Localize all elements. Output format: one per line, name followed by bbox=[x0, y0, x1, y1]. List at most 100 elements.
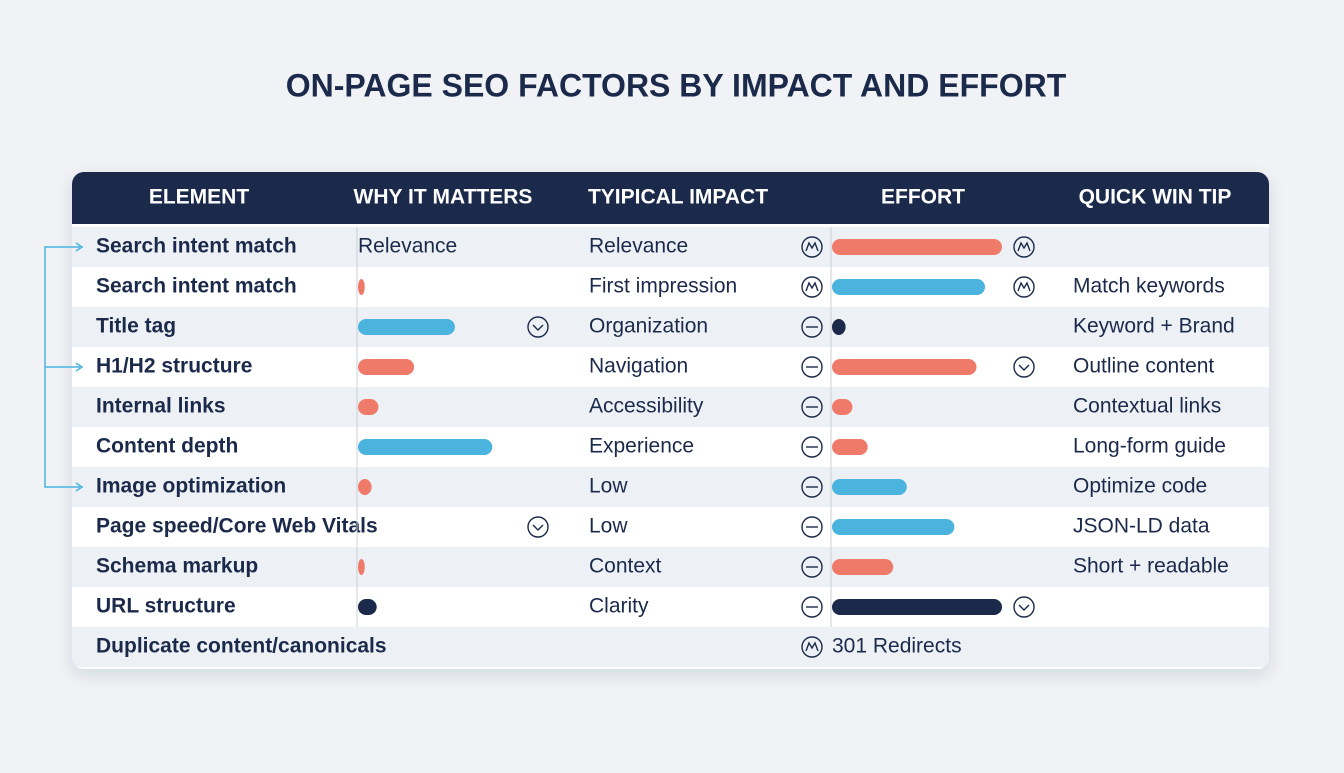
table-row bbox=[72, 387, 1269, 427]
cell: Search intent match bbox=[96, 275, 297, 298]
icon-circle bbox=[1013, 356, 1035, 378]
bar bbox=[358, 599, 377, 615]
bar bbox=[832, 479, 907, 495]
bar bbox=[832, 399, 853, 415]
icon bbox=[801, 636, 823, 658]
table-row bbox=[72, 227, 1269, 267]
icon-circle bbox=[801, 316, 823, 338]
cell: Keyword + Brand bbox=[1073, 315, 1235, 338]
cell: Low bbox=[589, 475, 628, 498]
cell: Relevance bbox=[358, 235, 457, 258]
table-row bbox=[72, 507, 1269, 547]
icon bbox=[801, 276, 823, 298]
icon-glyph bbox=[805, 281, 819, 292]
cell: Organization bbox=[589, 315, 708, 338]
icon-circle bbox=[801, 236, 823, 258]
bar bbox=[832, 559, 894, 575]
cell: Match keywords bbox=[1073, 275, 1225, 298]
table-row bbox=[72, 547, 1269, 587]
icon-glyph bbox=[1017, 281, 1031, 292]
cell: URL structure bbox=[96, 595, 236, 618]
bar bbox=[358, 279, 365, 295]
cell: Title tag bbox=[96, 315, 176, 338]
cell: Low bbox=[589, 515, 628, 538]
icon-circle bbox=[527, 316, 549, 338]
column-header: ELEMENT bbox=[149, 186, 250, 209]
icon-circle bbox=[801, 556, 823, 578]
table-row bbox=[72, 347, 1269, 387]
bar bbox=[358, 399, 379, 415]
bar bbox=[358, 319, 455, 335]
table-row bbox=[72, 267, 1269, 307]
cell: Contextual links bbox=[1073, 395, 1221, 418]
icon bbox=[1013, 356, 1035, 378]
bar bbox=[358, 479, 372, 495]
column-header: WHY IT MATTERS bbox=[354, 186, 533, 209]
bar bbox=[832, 319, 846, 335]
table-row bbox=[72, 427, 1269, 467]
cell: Duplicate content/canonicals bbox=[96, 635, 387, 658]
bar bbox=[358, 359, 415, 375]
table-row bbox=[72, 587, 1269, 627]
icon-circle bbox=[1013, 596, 1035, 618]
title: ON-PAGE SEO FACTORS BY IMPACT AND EFFORT bbox=[286, 67, 1067, 103]
table-row bbox=[72, 467, 1269, 507]
icon-glyph bbox=[1018, 604, 1030, 611]
bar bbox=[832, 239, 1002, 255]
icon bbox=[801, 436, 823, 458]
cell: 301 Redirects bbox=[832, 635, 962, 658]
cell: First impression bbox=[589, 275, 737, 298]
icon-glyph bbox=[805, 641, 819, 652]
table-row bbox=[72, 307, 1269, 347]
icon-circle bbox=[801, 436, 823, 458]
cell: Schema markup bbox=[96, 555, 258, 578]
cell: Relevance bbox=[589, 235, 688, 258]
cell: Image optimization bbox=[96, 475, 286, 498]
icon bbox=[801, 596, 823, 618]
icon bbox=[801, 516, 823, 538]
cell: Navigation bbox=[589, 355, 688, 378]
icon bbox=[801, 476, 823, 498]
cell: Clarity bbox=[589, 595, 649, 618]
icon-circle bbox=[801, 276, 823, 298]
icon-glyph bbox=[1017, 241, 1031, 252]
icon-circle bbox=[1013, 236, 1035, 258]
cell: Experience bbox=[589, 435, 694, 458]
icon-circle bbox=[801, 396, 823, 418]
icon bbox=[801, 396, 823, 418]
cell: Internal links bbox=[96, 395, 226, 418]
cell: Long-form guide bbox=[1073, 435, 1226, 458]
icon-circle bbox=[801, 476, 823, 498]
cell: Optimize code bbox=[1073, 475, 1207, 498]
connector bbox=[44, 242, 84, 492]
icon-circle bbox=[1013, 276, 1035, 298]
header-row bbox=[72, 172, 1269, 224]
icon-circle bbox=[801, 356, 823, 378]
bar bbox=[358, 439, 493, 455]
cell: Accessibility bbox=[589, 395, 704, 418]
table-row bbox=[72, 627, 1269, 667]
cell: JSON-LD data bbox=[1073, 515, 1210, 538]
table: ELEMENT WHY IT MATTERS TYIPICAL IMPACT EFFO… bbox=[72, 172, 1269, 667]
icon bbox=[1013, 596, 1035, 618]
icon bbox=[1013, 276, 1035, 298]
icon bbox=[527, 316, 549, 338]
cell: Search intent match bbox=[96, 235, 297, 258]
bar bbox=[832, 359, 977, 375]
icon bbox=[1013, 236, 1035, 258]
bar bbox=[358, 559, 365, 575]
icon bbox=[801, 356, 823, 378]
cell: Context bbox=[589, 555, 662, 578]
icon-circle bbox=[801, 516, 823, 538]
icon bbox=[801, 316, 823, 338]
column-header: QUICK WIN TIP bbox=[1079, 186, 1232, 209]
icon-circle bbox=[801, 636, 823, 658]
bar bbox=[832, 599, 1002, 615]
icon bbox=[801, 236, 823, 258]
icon-circle bbox=[527, 516, 549, 538]
cell: Outline content bbox=[1073, 355, 1214, 378]
column-header: EFFORT bbox=[881, 186, 965, 209]
bar bbox=[832, 519, 955, 535]
cell: Content depth bbox=[96, 435, 238, 458]
cell: H1/H2 structure bbox=[96, 355, 252, 378]
